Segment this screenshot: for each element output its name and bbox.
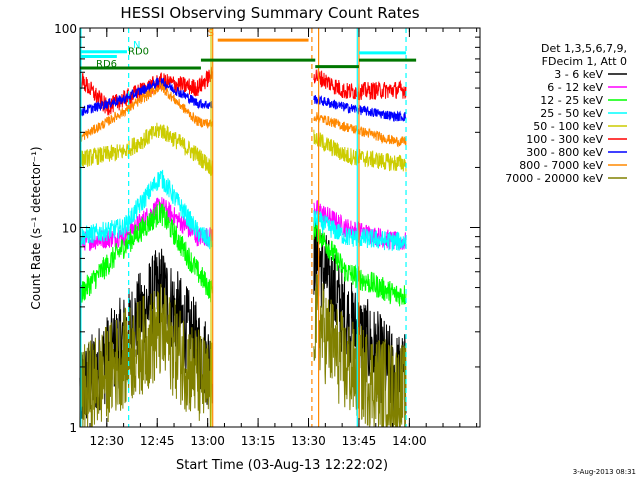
flag-label-n: N (133, 40, 140, 51)
series-line-4 (79, 169, 407, 251)
legend-label-4: 25 - 50 keV (540, 107, 603, 120)
series-line-7 (79, 76, 407, 123)
series-line-5 (79, 122, 407, 177)
flag-label-rd0: RD0 (128, 46, 149, 57)
legend-label-3: 12 - 25 keV (540, 94, 603, 107)
chart-title: HESSI Observing Summary Count Rates (120, 4, 419, 22)
y-axis-label: Count Rate (s⁻¹ detector⁻¹) (29, 146, 43, 309)
legend-header-line-1: Det 1,3,5,6,7,9, (541, 42, 627, 55)
plot-timestamp: 3-Aug-2013 08:31 (573, 468, 636, 476)
axes-layer: 1 10 100 12:30 12:45 13:00 13:15 13:30 13:45 14:0… (54, 22, 481, 448)
y-tick-label: 100 (54, 22, 77, 36)
x-tick-label: 12:45 (140, 434, 175, 448)
series-line-3 (79, 201, 407, 307)
y-tick-label: 1 (69, 421, 77, 435)
legend-label-8: 800 - 7000 keV (519, 159, 603, 172)
legend-label-1: 3 - 6 keV (554, 68, 603, 81)
legend-label-6: 100 - 300 keV (526, 133, 603, 146)
x-tick-label: 13:00 (190, 434, 225, 448)
legend: Det 1,3,5,6,7,9, FDecim 1, Att 0 3 - 6 k… (505, 42, 627, 185)
legend-label-7: 300 - 800 keV (526, 146, 603, 159)
legend-label-9: 7000 - 20000 keV (505, 172, 603, 185)
series-layer (79, 66, 407, 428)
flag-label-s: S (208, 28, 214, 39)
legend-label-5: 50 - 100 keV (533, 120, 603, 133)
x-tick-label: 14:00 (392, 434, 427, 448)
flag-label-rd6: RD6 (96, 59, 117, 70)
legend-label-2: 6 - 12 keV (547, 81, 603, 94)
legend-header-line-2: FDecim 1, Att 0 (542, 55, 627, 68)
x-tick-label: 13:30 (291, 434, 326, 448)
x-tick-label: 13:45 (342, 434, 377, 448)
x-axis-label: Start Time (03-Aug-13 12:22:02) (176, 458, 388, 473)
y-tick-label: 10 (62, 222, 77, 236)
x-tick-label: 12:30 (89, 434, 124, 448)
x-tick-label: 13:15 (241, 434, 276, 448)
series-line-8 (79, 81, 407, 148)
